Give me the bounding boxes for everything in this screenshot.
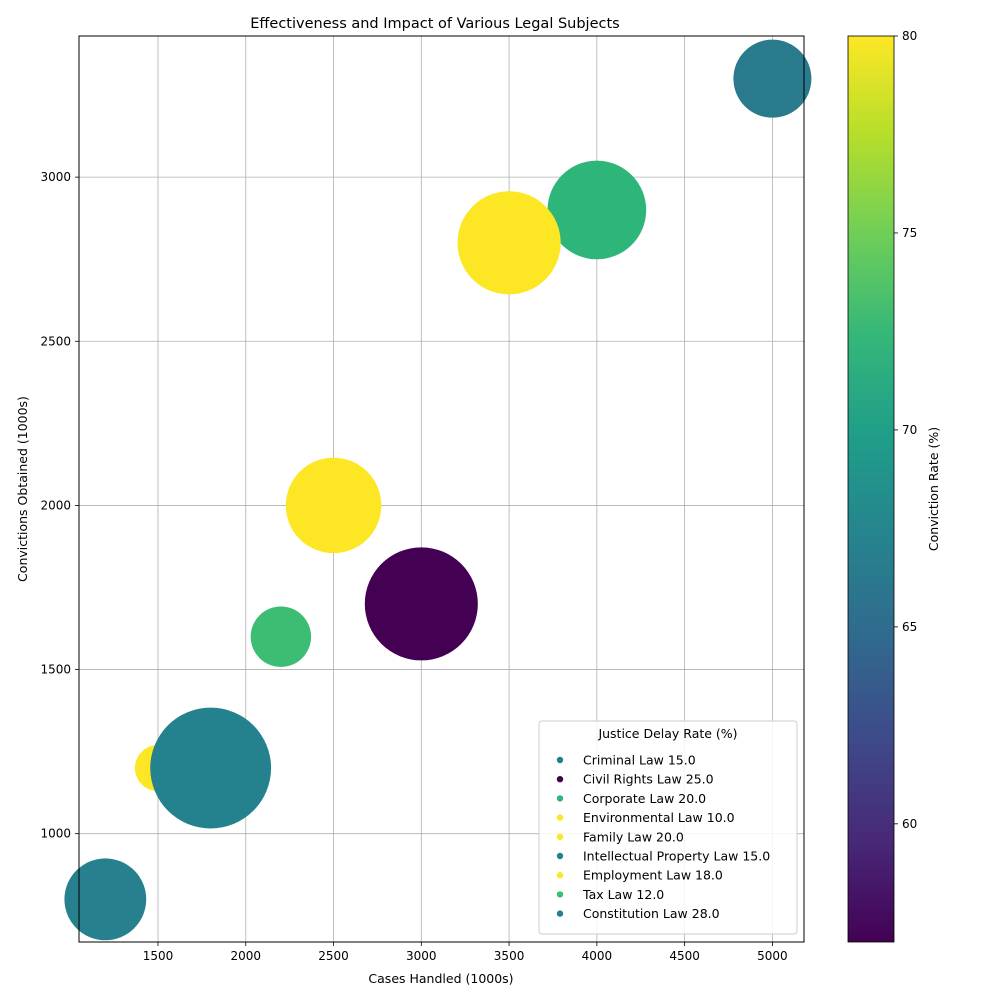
legend-marker — [556, 795, 564, 802]
data-point — [733, 39, 812, 118]
plot-area-frame — [78, 35, 805, 943]
data-point — [364, 547, 478, 661]
y-tick-label: 1500 — [40, 663, 71, 677]
legend-items: Criminal Law 15.0 Civil Rights Law 25.0 Co… — [556, 753, 770, 921]
y-tick-label: 3000 — [40, 170, 71, 184]
x-tick-label: 3500 — [494, 949, 525, 963]
x-tick-label: 5000 — [757, 949, 788, 963]
chart-title: Effectiveness and Impact of Various Lega… — [250, 16, 619, 32]
legend-entry: Constitution Law 28.0 — [583, 906, 720, 921]
legend-entry: Employment Law 18.0 — [583, 868, 723, 883]
x-tick-label: 2500 — [318, 949, 349, 963]
legend-entry: Civil Rights Law 25.0 — [583, 772, 714, 787]
legend-marker — [556, 872, 564, 879]
legend-marker — [556, 776, 564, 783]
data-points — [64, 39, 812, 941]
x-tick-label: 4000 — [582, 949, 613, 963]
colorbar-tick-label: 70 — [902, 423, 917, 437]
legend-marker — [556, 756, 564, 764]
legend-marker — [556, 910, 564, 917]
x-tick-label: 1500 — [143, 949, 174, 963]
legend-title: Justice Delay Rate (%) — [597, 726, 737, 741]
legend-marker — [556, 852, 564, 860]
data-point — [547, 160, 647, 260]
data-point — [250, 606, 312, 667]
colorbar-tick-label: 60 — [902, 817, 917, 831]
colorbar-label: Conviction Rate (%) — [926, 427, 941, 551]
data-point — [457, 191, 561, 295]
x-tick-label: 3000 — [406, 949, 437, 963]
x-axis-ticks: 1500 2000 2500 3000 3500 4000 4500 5000 — [143, 942, 788, 963]
colorbar-tick-label: 65 — [902, 620, 917, 634]
legend-entry: Criminal Law 15.0 — [583, 753, 696, 768]
legend-entry: Tax Law 12.0 — [582, 887, 664, 902]
y-axis-label: Convictions Obtained (1000s) — [15, 396, 30, 582]
legend-marker — [556, 814, 564, 821]
legend-entry: Family Law 20.0 — [583, 829, 684, 844]
x-tick-label: 4500 — [669, 949, 700, 963]
legend: Justice Delay Rate (%) Criminal Law 15.0… — [538, 720, 798, 935]
x-axis-label: Cases Handled (1000s) — [368, 971, 513, 986]
data-point — [150, 707, 272, 829]
legend-entry: Environmental Law 10.0 — [583, 810, 735, 825]
data-point — [285, 457, 382, 554]
colorbar-tick-label: 80 — [902, 29, 917, 43]
legend-frame — [538, 720, 798, 935]
legend-entry: Intellectual Property Law 15.0 — [583, 849, 770, 864]
y-tick-label: 1000 — [40, 827, 71, 841]
colorbar-ticks: 60 65 70 75 80 — [894, 29, 917, 831]
legend-marker — [556, 891, 564, 898]
colorbar — [847, 35, 895, 943]
legend-entry: Corporate Law 20.0 — [583, 791, 706, 806]
y-tick-label: 2500 — [40, 334, 71, 348]
colorbar-tick-label: 75 — [902, 226, 917, 240]
y-tick-label: 2000 — [40, 498, 71, 512]
x-tick-label: 2000 — [230, 949, 261, 963]
data-point — [64, 858, 147, 941]
legend-marker — [556, 833, 564, 840]
y-axis-ticks: 1000 1500 2000 2500 3000 — [40, 170, 79, 841]
